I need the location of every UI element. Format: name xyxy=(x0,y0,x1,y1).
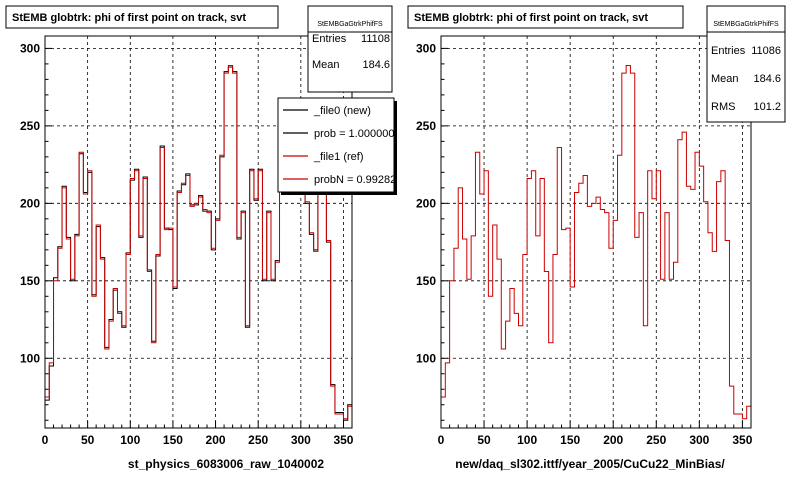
stats-box xyxy=(706,5,786,123)
y-tick-label: 150 xyxy=(20,274,40,288)
y-tick-label: 150 xyxy=(416,274,436,288)
histogram-panel-1: 0 50 100 150 200 250 300 350 100 150 200 250 300 StEM… xyxy=(5,5,397,471)
stats-name: StEMBGaGtrkPhifFS xyxy=(317,21,383,28)
title-box xyxy=(407,5,684,29)
legend-box xyxy=(277,97,395,193)
stats-value: 11086 xyxy=(751,45,781,57)
x-tick-label: 350 xyxy=(333,433,353,447)
plot-area xyxy=(441,36,751,428)
stats-label: Mean xyxy=(711,73,739,85)
x-tick-label: 0 xyxy=(438,433,445,447)
x-tick-label: 200 xyxy=(206,433,226,447)
stats-name: StEMBGaGtrkPhifFS xyxy=(713,21,779,28)
x-tick-label: 350 xyxy=(732,433,752,447)
x-tick-label: 300 xyxy=(689,433,709,447)
stats-label: RMS xyxy=(711,101,735,113)
x-tick-label: 50 xyxy=(81,433,95,447)
legend-label: _file1 (ref) xyxy=(313,151,364,163)
chart-title: StEMB globtrk: phi of first point on tra… xyxy=(12,12,246,24)
x-tick-label: 100 xyxy=(517,433,537,447)
stats-value: 11108 xyxy=(361,33,390,45)
histogram-series-1 xyxy=(440,64,752,428)
stats-box xyxy=(307,5,393,93)
y-tick-label: 300 xyxy=(416,41,436,55)
histogram-panel-2: 0 50 100 150 200 250 300 350 100 150 200 250 300 StEM… xyxy=(407,5,786,471)
x-axis-label: st_physics_6083006_raw_1040002 xyxy=(128,457,324,471)
legend-label: _file0 (new) xyxy=(313,105,371,117)
legend-label: probN = 0.99282 xyxy=(314,174,396,186)
x-tick-label: 0 xyxy=(42,433,49,447)
title-box xyxy=(5,5,279,29)
legend-label: prob = 1.000000 xyxy=(314,128,394,140)
x-tick-label: 300 xyxy=(291,433,311,447)
y-tick-label: 250 xyxy=(20,119,40,133)
y-tick-label: 100 xyxy=(20,351,40,365)
y-tick-label: 250 xyxy=(416,119,436,133)
stats-label: Entries xyxy=(711,45,746,57)
x-tick-label: 250 xyxy=(248,433,268,447)
y-tick-label: 300 xyxy=(20,41,40,55)
x-tick-label: 50 xyxy=(477,433,491,447)
stats-value: 184.6 xyxy=(753,73,781,85)
x-axis-label: new/daq_sl302.ittf/year_2005/CuCu22_MinB… xyxy=(455,457,725,471)
y-tick-label: 100 xyxy=(416,351,436,365)
x-tick-label: 150 xyxy=(163,433,183,447)
plot-area xyxy=(45,36,352,428)
stats-value: 184.6 xyxy=(362,59,390,71)
x-tick-label: 200 xyxy=(603,433,623,447)
x-tick-label: 150 xyxy=(560,433,580,447)
stats-label: Entries xyxy=(312,33,347,45)
stats-label: Mean xyxy=(312,59,340,71)
y-tick-label: 200 xyxy=(20,196,40,210)
y-tick-label: 200 xyxy=(416,196,436,210)
chart-title: StEMB globtrk: phi of first point on tra… xyxy=(414,12,648,24)
x-tick-label: 250 xyxy=(646,433,666,447)
stats-value: 101.2 xyxy=(753,101,781,113)
x-tick-label: 100 xyxy=(120,433,140,447)
